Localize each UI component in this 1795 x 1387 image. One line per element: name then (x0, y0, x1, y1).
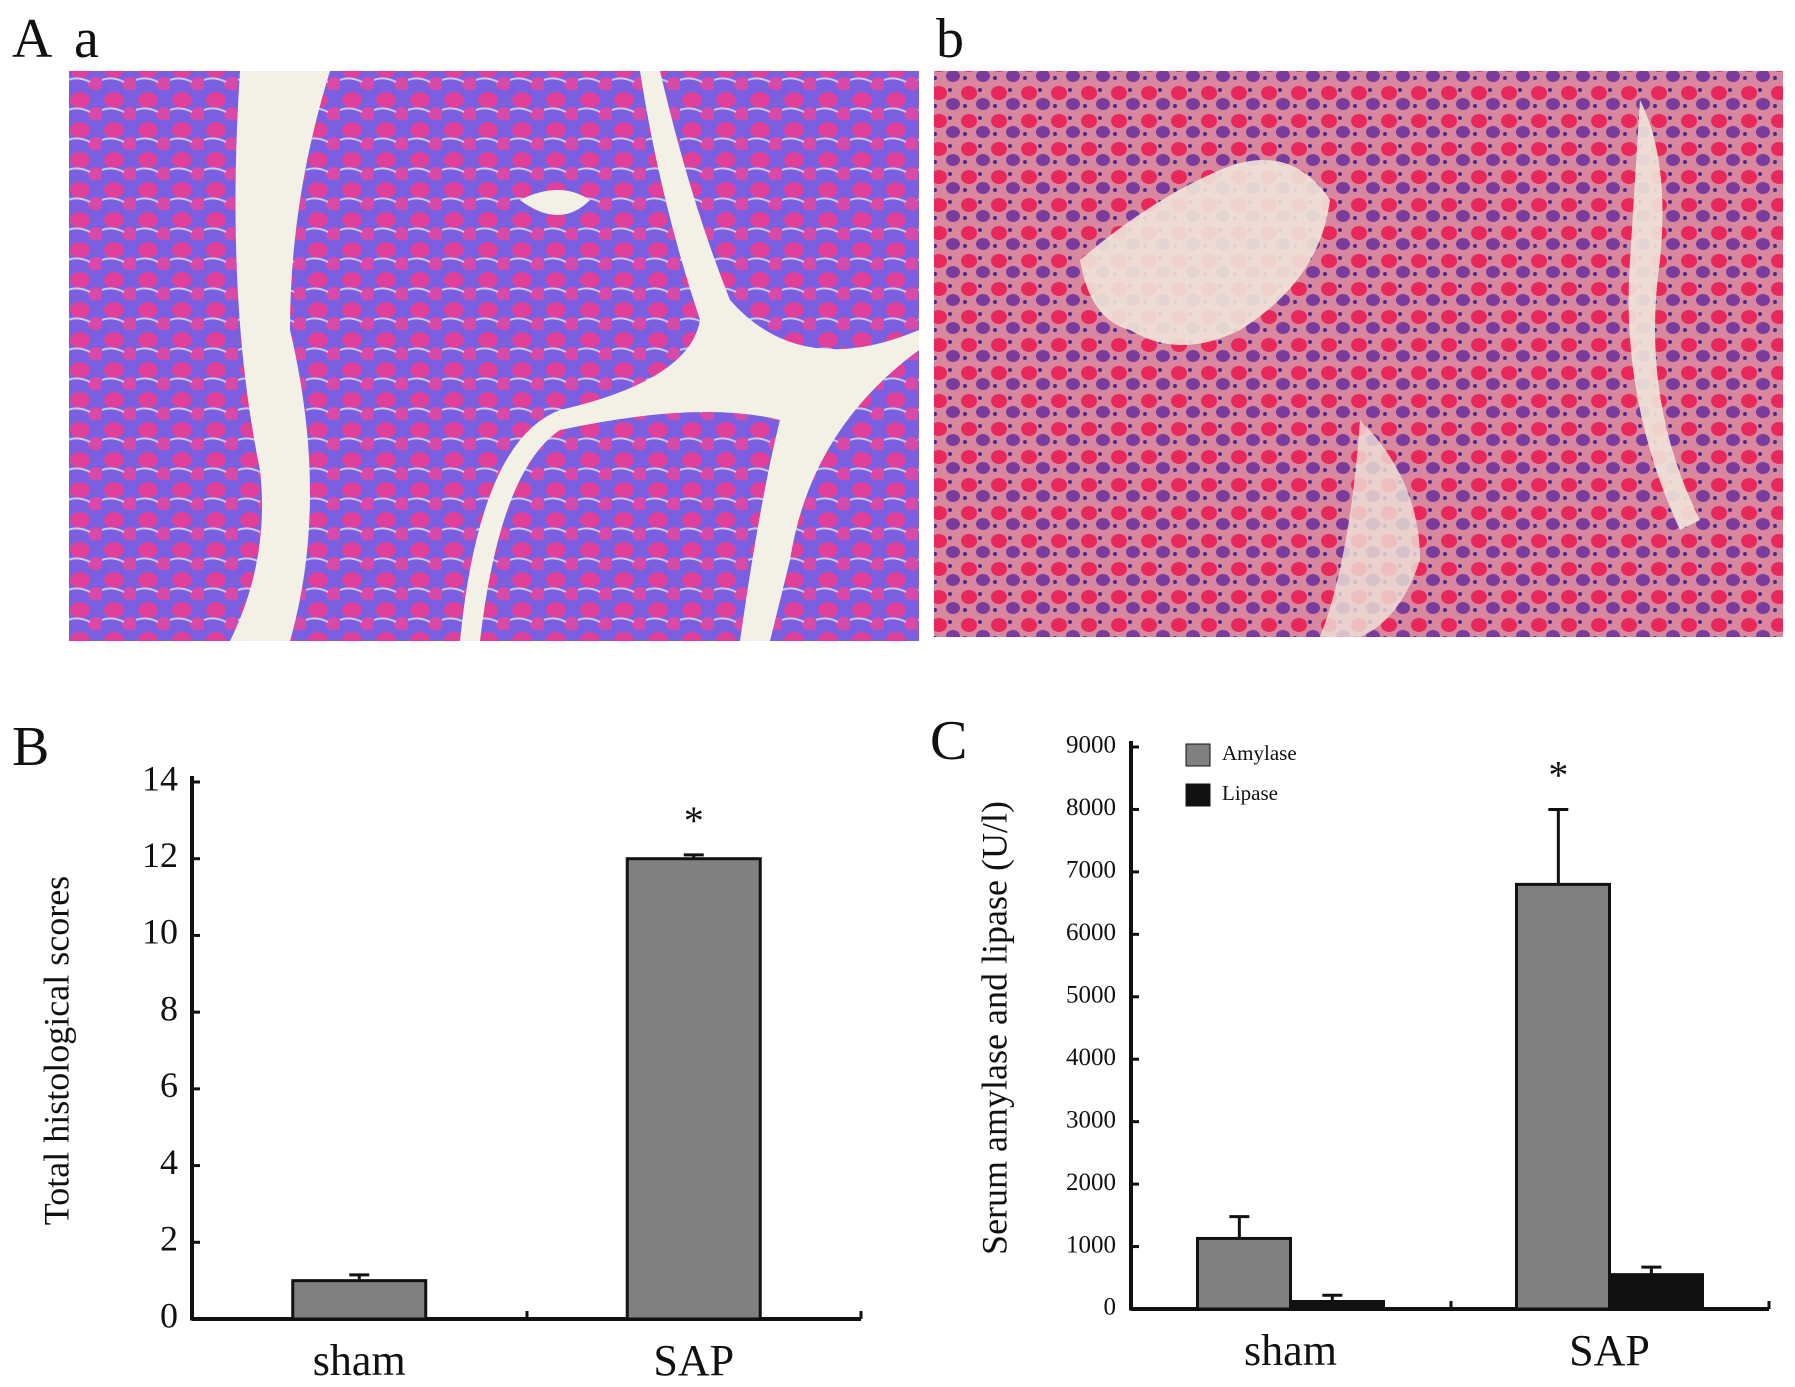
error-bar (349, 1273, 370, 1281)
legend-label: Lipase (1222, 781, 1278, 805)
bar (291, 1279, 428, 1321)
y-tick-label: 6000 (1066, 919, 1116, 946)
panel-label: a (74, 8, 99, 70)
x-tick-label: SAP (1569, 1326, 1650, 1375)
error-bar (1548, 807, 1569, 885)
y-axis-label: Total histological scores (36, 876, 76, 1225)
y-tick-label: 1000 (1066, 1231, 1116, 1258)
y-tick-label: 4 (160, 1142, 178, 1182)
y-axis-label: Serum amylase and lipase (U/l) (974, 801, 1014, 1255)
y-tick-label: 8000 (1066, 794, 1116, 821)
significance-marker: * (684, 798, 704, 843)
panel-label: B (12, 716, 49, 778)
y-tick-label: 3000 (1066, 1106, 1116, 1133)
y-tick-label: 2000 (1066, 1169, 1116, 1196)
micrograph-a (69, 71, 919, 641)
bar (1196, 1236, 1292, 1311)
bar (1515, 882, 1611, 1311)
y-tick-label: 8 (160, 988, 178, 1028)
y-tick-label: 0 (1104, 1294, 1117, 1321)
y-tick-label: 10 (142, 912, 178, 952)
error-bar (1229, 1215, 1250, 1239)
y-tick-label: 0 (160, 1295, 178, 1335)
bar (1289, 1300, 1385, 1311)
y-tick-label: 6 (160, 1065, 178, 1105)
y-tick-label: 12 (142, 835, 178, 875)
bar (625, 857, 762, 1321)
legend-swatch (1185, 743, 1211, 767)
significance-marker: * (1548, 753, 1568, 798)
y-tick-label: 4000 (1066, 1044, 1116, 1071)
legend-swatch (1185, 783, 1211, 807)
panel-label: A (12, 8, 53, 70)
micrograph-b (934, 71, 1783, 637)
y-tick-label: 7000 (1066, 857, 1116, 884)
panel-label: b (936, 8, 964, 70)
error-bar (683, 853, 704, 859)
y-tick-label: 2 (160, 1219, 178, 1259)
panel-label: C (930, 710, 967, 772)
error-bar (1322, 1293, 1343, 1302)
x-tick-label: sham (1244, 1326, 1337, 1375)
y-tick-label: 9000 (1066, 732, 1116, 759)
legend-label: Amylase (1222, 741, 1297, 765)
x-tick-label: sham (313, 1336, 406, 1385)
y-tick-label: 14 (142, 758, 178, 798)
bar (1608, 1273, 1704, 1311)
x-tick-label: SAP (653, 1336, 734, 1385)
y-tick-label: 5000 (1066, 982, 1116, 1009)
error-bar (1641, 1265, 1662, 1275)
